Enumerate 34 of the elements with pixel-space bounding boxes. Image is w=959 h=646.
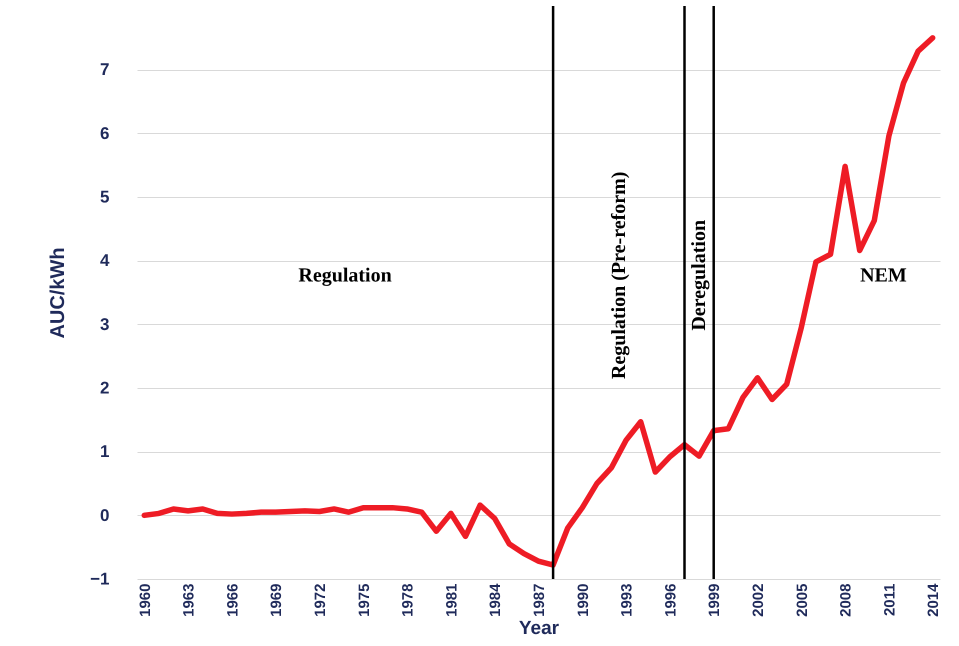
x-tick-label: 1963 <box>180 584 198 617</box>
x-tick-label: 2002 <box>750 584 767 617</box>
x-tick-label: 1981 <box>443 584 460 617</box>
x-tick-label: 1990 <box>574 584 592 617</box>
annotation: Regulation <box>298 264 392 286</box>
y-tick-label: 7 <box>100 60 110 80</box>
x-tick-label: 1969 <box>268 584 286 617</box>
x-tick-label: 1996 <box>662 584 680 617</box>
x-tick-label: 1975 <box>356 584 373 617</box>
x-tick-label: 1999 <box>706 584 724 617</box>
y-tick-label: 6 <box>100 124 110 143</box>
y-tick-label: 0 <box>100 506 110 525</box>
y-tick-label: 5 <box>100 188 110 206</box>
y-axis-title: AUC/kWh <box>47 247 70 339</box>
x-tick-label: 1978 <box>400 584 417 617</box>
x-tick-label: 2014 <box>925 582 942 617</box>
x-tick-label: 1966 <box>224 584 242 617</box>
x-tick-label: 1984 <box>487 582 504 617</box>
x-tick-label: 1960 <box>136 584 154 617</box>
x-axis-title: Year <box>518 618 560 639</box>
x-tick-label: 1972 <box>312 584 329 617</box>
x-tick-label: 2011 <box>881 584 898 616</box>
annotation: NEM <box>860 264 907 286</box>
annotation: Deregulation <box>688 220 710 331</box>
y-tick-label: 2 <box>100 378 110 398</box>
y-tick-label: 1 <box>100 442 110 462</box>
x-tick-label: 1987 <box>531 584 548 617</box>
x-tick-label: 1993 <box>618 584 636 617</box>
y-tick-label: −1 <box>90 570 110 588</box>
annotation: Regulation (Pre-reform) <box>608 172 630 380</box>
y-tick-label: 4 <box>100 251 110 270</box>
x-tick-label: 2008 <box>838 584 855 617</box>
x-tick-label: 2005 <box>794 584 811 617</box>
y-tick-label: 3 <box>100 314 110 334</box>
